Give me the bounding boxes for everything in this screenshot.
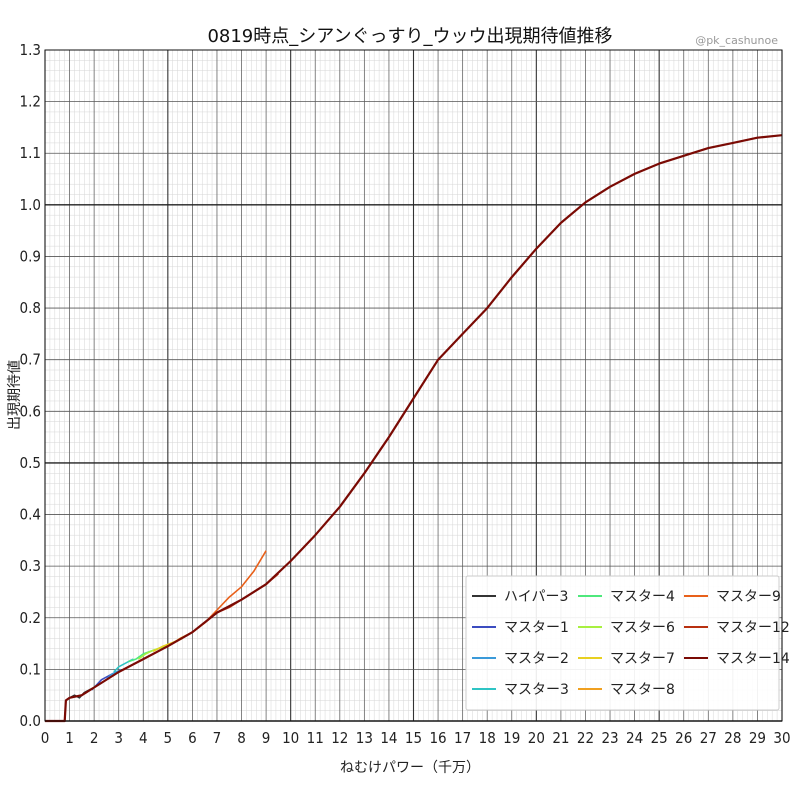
legend-label: ハイパー3 (504, 589, 568, 605)
x-tick-labels: 0 1 2 3 4 5 6 7 8 9 10 11 12 13 14 15 16 17 18 19 20 21 22 23 24… (41, 729, 791, 747)
y-tick-label: 0.2 (20, 609, 41, 627)
legend-label: マスター2 (504, 651, 569, 667)
y-tick-labels: 0.0 0.1 0.2 0.3 0.4 0.5 0.6 0.7 0.8 0.9 1.0 1.1 1.2 1… (20, 41, 41, 730)
x-tick-label: 5 (164, 729, 173, 747)
x-tick-label: 28 (724, 729, 741, 747)
series-line-11 (45, 134, 783, 723)
x-tick-label: 14 (380, 729, 397, 747)
series-layer (45, 134, 783, 723)
y-tick-label: 0.7 (20, 351, 41, 369)
x-tick-label: 29 (749, 729, 766, 747)
y-tick-label: 1.3 (20, 41, 41, 59)
x-tick-label: 11 (307, 729, 324, 747)
x-tick-label: 0 (41, 729, 50, 747)
x-tick-label: 1 (65, 729, 74, 747)
y-tick-label: 0.6 (20, 402, 41, 420)
chart-title: 0819時点_シアンぐっすり_ウッウ出現期待値推移 (207, 26, 612, 47)
legend-label: マスター7 (610, 651, 675, 667)
y-tick-label: 0.5 (20, 454, 41, 472)
x-tick-label: 24 (626, 729, 643, 747)
x-tick-label: 20 (528, 729, 545, 747)
y-tick-label: 0.8 (20, 299, 41, 317)
y-tick-label: 1.1 (20, 144, 41, 162)
y-tick-label: 0.1 (20, 660, 41, 678)
x-tick-label: 2 (90, 729, 99, 747)
x-tick-label: 19 (503, 729, 520, 747)
x-tick-label: 12 (331, 729, 348, 747)
x-tick-label: 26 (675, 729, 692, 747)
x-tick-label: 3 (114, 729, 123, 747)
x-tick-label: 16 (429, 729, 446, 747)
y-axis-label: 出現期待値 (7, 360, 23, 430)
legend-label: マスター6 (610, 620, 675, 636)
legend-label: マスター14 (716, 651, 790, 667)
legend-label: マスター3 (504, 682, 569, 698)
legend-items: ハイパー3 マスター1 マスター2 マスター3 マスター4 マスター6 マスター7 マスター8… (472, 589, 790, 698)
x-tick-label: 4 (139, 729, 148, 747)
x-tick-label: 18 (479, 729, 496, 747)
legend-label: マスター1 (504, 620, 569, 636)
x-tick-label: 30 (773, 729, 790, 747)
x-tick-label: 22 (577, 729, 594, 747)
y-tick-label: 0.4 (20, 506, 41, 524)
y-tick-label: 0.9 (20, 247, 41, 265)
legend: ハイパー3 マスター1 マスター2 マスター3 マスター4 マスター6 マスター7 マスター8… (465, 575, 790, 711)
x-tick-label: 6 (188, 729, 197, 747)
x-tick-label: 17 (454, 729, 471, 747)
y-tick-label: 0.3 (20, 557, 41, 575)
x-tick-label: 25 (651, 729, 668, 747)
plot-frame (44, 49, 783, 722)
y-tick-label: 0.0 (20, 712, 41, 730)
x-tick-label: 27 (700, 729, 717, 747)
x-tick-label: 8 (237, 729, 246, 747)
x-tick-label: 13 (356, 729, 373, 747)
legend-label: マスター8 (610, 682, 675, 698)
y-tick-label: 1.0 (20, 196, 41, 214)
legend-label: マスター9 (716, 589, 781, 605)
x-tick-label: 7 (213, 729, 222, 747)
x-tick-label: 9 (262, 729, 271, 747)
x-tick-label: 23 (601, 729, 618, 747)
legend-label: マスター4 (610, 589, 675, 605)
x-axis-label: ねむけパワー（千万） (340, 760, 480, 776)
chart-credit: @pk_cashunoe (695, 34, 778, 47)
legend-label: マスター12 (716, 620, 790, 636)
x-tick-label: 21 (552, 729, 569, 747)
x-tick-label: 10 (282, 729, 299, 747)
x-tick-label: 15 (405, 729, 422, 747)
legend-box (465, 575, 780, 711)
y-tick-label: 1.2 (20, 93, 41, 111)
